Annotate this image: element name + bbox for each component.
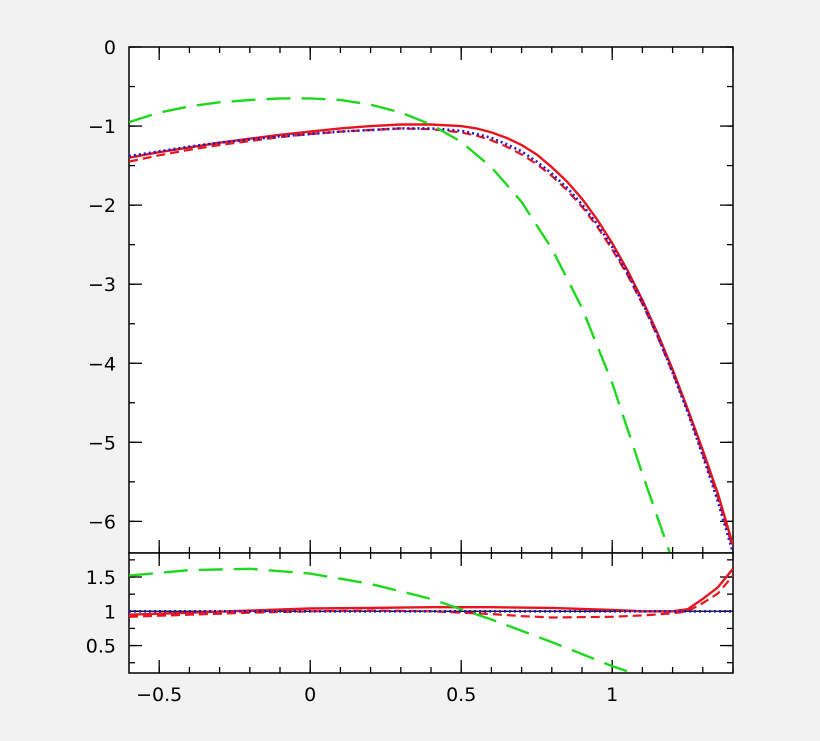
y-tick-label: 1.5 xyxy=(86,567,116,589)
y-tick-label: −5 xyxy=(88,432,116,454)
y-tick-label: 1 xyxy=(104,601,116,623)
series-line-solid xyxy=(129,568,733,616)
series-line-long-dashed xyxy=(129,97,672,553)
series-line-long-dashed xyxy=(129,567,637,673)
y-tick-label: 0 xyxy=(104,37,116,59)
ratio-panel: −0.5 0 0.5 1 1.5 1 0.5 xyxy=(86,552,734,706)
series-line-solid xyxy=(129,123,733,546)
series-line-dashed xyxy=(129,574,733,619)
y-tick-label: −4 xyxy=(88,353,116,375)
x-tick-label: 0 xyxy=(304,684,316,706)
x-tick-label: −0.5 xyxy=(136,684,182,706)
x-tick-label: 0.5 xyxy=(446,684,476,706)
x-tick-label: 1 xyxy=(606,684,618,706)
plot-frame xyxy=(128,46,734,554)
y-tick-label: −1 xyxy=(88,116,116,138)
y-tick-label: −3 xyxy=(88,274,116,296)
series-line-dashed xyxy=(129,127,733,550)
y-tick-label: 0.5 xyxy=(86,636,116,658)
y-tick-label: −2 xyxy=(88,195,116,217)
main-panel: 0 −1 −2 −3 −4 −5 −6 xyxy=(88,37,734,554)
y-tick-label: −6 xyxy=(88,511,116,533)
